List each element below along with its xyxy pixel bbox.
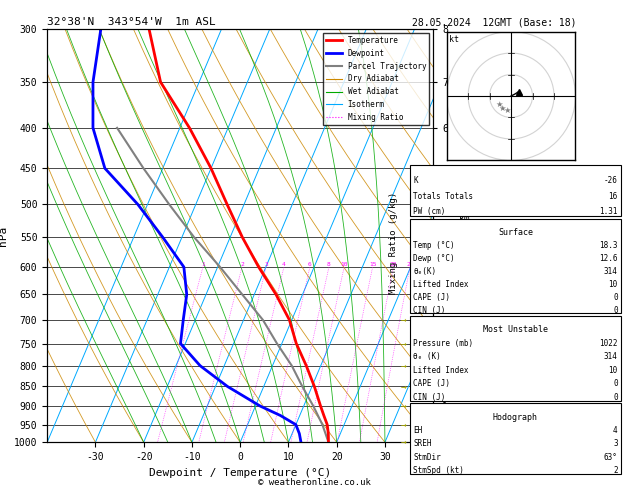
Text: 314: 314 <box>604 267 618 276</box>
Text: 0: 0 <box>613 393 618 402</box>
Text: 20: 20 <box>390 262 398 267</box>
Text: 18.3: 18.3 <box>599 241 618 250</box>
Text: EH: EH <box>413 426 423 435</box>
Text: kt: kt <box>449 35 459 44</box>
Text: Lifted Index: Lifted Index <box>413 280 469 289</box>
Text: 1: 1 <box>201 262 205 267</box>
Text: 32°38'N  343°54'W  1m ASL: 32°38'N 343°54'W 1m ASL <box>47 17 216 27</box>
Text: Surface: Surface <box>498 228 533 237</box>
Text: StmDir: StmDir <box>413 452 441 462</box>
Text: CIN (J): CIN (J) <box>413 393 445 402</box>
X-axis label: Dewpoint / Temperature (°C): Dewpoint / Temperature (°C) <box>149 468 331 478</box>
Text: Pressure (mb): Pressure (mb) <box>413 339 474 348</box>
Text: Most Unstable: Most Unstable <box>483 325 548 334</box>
Text: ★: ★ <box>495 100 503 109</box>
Text: LCL: LCL <box>418 417 433 426</box>
Text: θₑ (K): θₑ (K) <box>413 352 441 362</box>
Text: Temp (°C): Temp (°C) <box>413 241 455 250</box>
Text: 1.31: 1.31 <box>599 207 618 216</box>
Text: 10: 10 <box>608 280 618 289</box>
Text: Dewp (°C): Dewp (°C) <box>413 254 455 263</box>
Text: CIN (J): CIN (J) <box>413 306 445 314</box>
Text: 63°: 63° <box>604 452 618 462</box>
Text: Totals Totals: Totals Totals <box>413 191 474 201</box>
Text: K: K <box>413 176 418 185</box>
Text: 2: 2 <box>613 466 618 475</box>
Text: PW (cm): PW (cm) <box>413 207 445 216</box>
Text: -26: -26 <box>604 176 618 185</box>
Text: 25: 25 <box>406 262 414 267</box>
Text: 2: 2 <box>240 262 244 267</box>
Y-axis label: km
ASL: km ASL <box>456 214 474 236</box>
Text: 0: 0 <box>613 306 618 314</box>
Text: 6: 6 <box>308 262 312 267</box>
Text: 15: 15 <box>369 262 376 267</box>
Text: SREH: SREH <box>413 439 431 448</box>
Text: 10: 10 <box>608 366 618 375</box>
Text: →: → <box>400 315 406 325</box>
Text: 314: 314 <box>604 352 618 362</box>
Text: 3: 3 <box>264 262 268 267</box>
Text: Lifted Index: Lifted Index <box>413 366 469 375</box>
Text: CAPE (J): CAPE (J) <box>413 293 450 302</box>
Text: 1022: 1022 <box>599 339 618 348</box>
Text: 10: 10 <box>340 262 348 267</box>
Text: 4: 4 <box>613 426 618 435</box>
Text: →: → <box>400 401 406 411</box>
Text: 12.6: 12.6 <box>599 254 618 263</box>
Text: ★: ★ <box>503 106 511 115</box>
Text: Hodograph: Hodograph <box>493 413 538 422</box>
Text: 3: 3 <box>613 439 618 448</box>
Text: 4: 4 <box>282 262 286 267</box>
Text: 16: 16 <box>608 191 618 201</box>
Legend: Temperature, Dewpoint, Parcel Trajectory, Dry Adiabat, Wet Adiabat, Isotherm, Mi: Temperature, Dewpoint, Parcel Trajectory… <box>323 33 430 125</box>
Text: →: → <box>400 339 406 348</box>
Text: 8: 8 <box>327 262 331 267</box>
Text: ★: ★ <box>499 104 506 113</box>
Text: →: → <box>400 382 406 392</box>
Text: © weatheronline.co.uk: © weatheronline.co.uk <box>258 478 371 486</box>
Text: θₑ(K): θₑ(K) <box>413 267 437 276</box>
Text: CAPE (J): CAPE (J) <box>413 380 450 388</box>
Text: StmSpd (kt): StmSpd (kt) <box>413 466 464 475</box>
Y-axis label: hPa: hPa <box>0 226 8 246</box>
Text: →: → <box>400 437 406 447</box>
Text: 28.05.2024  12GMT (Base: 18): 28.05.2024 12GMT (Base: 18) <box>412 17 577 27</box>
Text: →: → <box>400 361 406 371</box>
Text: 0: 0 <box>613 293 618 302</box>
Text: Mixing Ratio (g/kg): Mixing Ratio (g/kg) <box>389 192 398 294</box>
Text: 0: 0 <box>613 380 618 388</box>
Text: →: → <box>400 419 406 430</box>
